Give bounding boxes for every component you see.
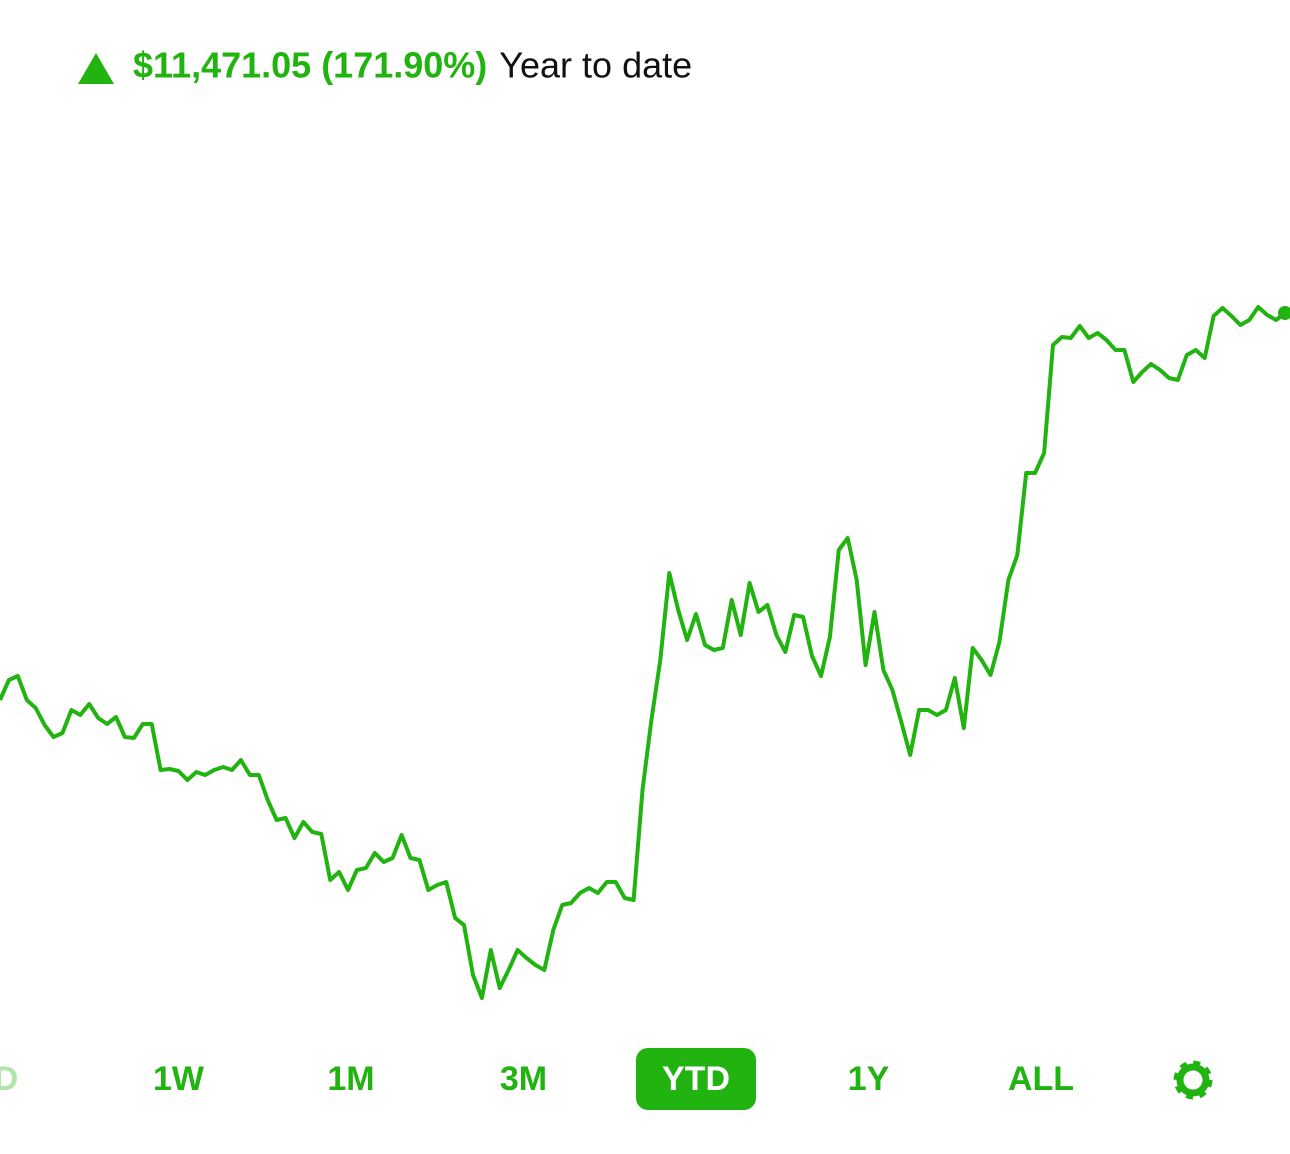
range-button-label: YTD (662, 1060, 730, 1098)
range-button[interactable]: 3M (500, 1060, 547, 1098)
range-button-label: 1W (153, 1060, 205, 1098)
range-button-label: D (0, 1060, 18, 1098)
range-button-label: ALL (1008, 1060, 1074, 1098)
range-button[interactable]: 1Y (848, 1060, 890, 1098)
range-button-bg (636, 1048, 756, 1110)
up-arrow-icon (78, 53, 114, 84)
current-point (1278, 306, 1290, 320)
settings-button[interactable] (1173, 1060, 1213, 1100)
change-amount: $11,471.05 (171.90%) (133, 45, 487, 86)
gear-body (1176, 1063, 1210, 1097)
range-button-label: 1Y (848, 1060, 890, 1098)
period-label: Year to date (499, 45, 692, 86)
range-button-label: 1M (327, 1060, 374, 1098)
range-button[interactable]: 1M (327, 1060, 374, 1098)
range-button[interactable]: YTD (636, 1048, 756, 1110)
price-line (0, 305, 1287, 1000)
range-button[interactable]: D (0, 1060, 18, 1098)
range-button[interactable]: ALL (1008, 1060, 1074, 1098)
range-button[interactable]: 1W (153, 1060, 205, 1098)
range-button-label: 3M (500, 1060, 547, 1098)
